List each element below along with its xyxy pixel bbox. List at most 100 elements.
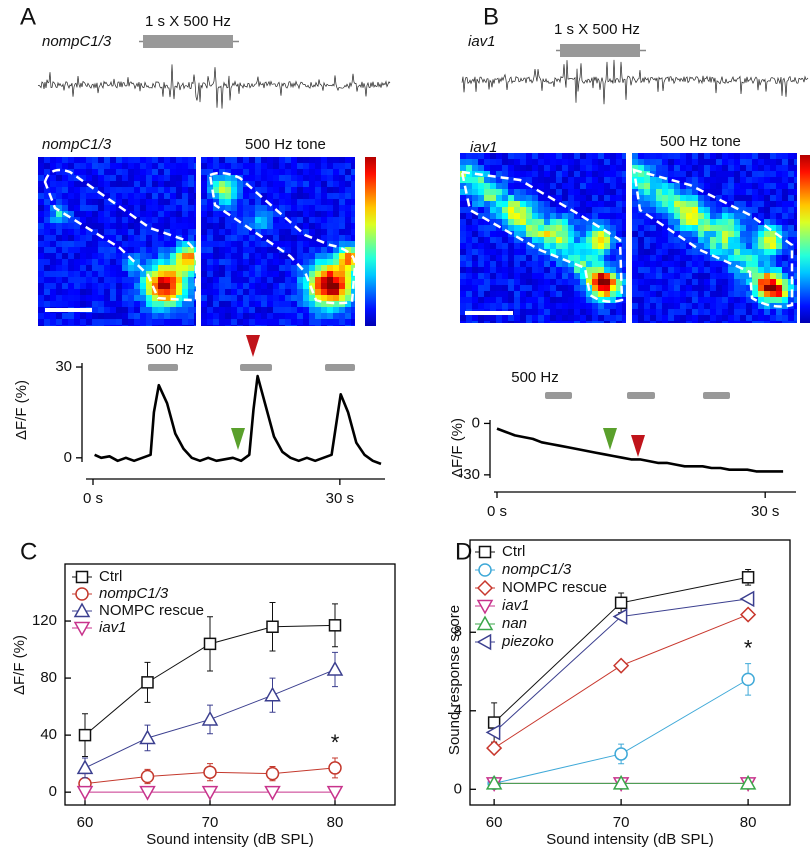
heatmap-pixel xyxy=(764,309,770,315)
stimulus-label: 1 s X 500 Hz xyxy=(145,13,231,30)
heatmap-pixel xyxy=(291,205,297,211)
heatmap-pixel xyxy=(662,213,668,219)
heatmap-pixel xyxy=(466,297,472,303)
heatmap-pixel xyxy=(538,297,544,303)
heatmap-pixel xyxy=(315,307,321,313)
heatmap-pixel xyxy=(586,273,592,279)
heatmap-pixel xyxy=(345,217,351,223)
heatmap-pixel xyxy=(315,259,321,265)
legend-marker xyxy=(476,579,494,597)
heatmap-pixel xyxy=(514,159,520,165)
heatmap-pixel xyxy=(616,231,622,237)
heatmap-pixel xyxy=(562,255,568,261)
heatmap-pixel xyxy=(460,165,466,171)
heatmap-pixel xyxy=(686,291,692,297)
heatmap-pixel xyxy=(674,225,680,231)
data-point xyxy=(76,785,94,801)
heatmap-pixel xyxy=(544,279,550,285)
heatmap-pixel xyxy=(710,231,716,237)
heatmap-pixel xyxy=(339,289,345,295)
heatmap-pixel xyxy=(243,271,249,277)
heatmap-pixel xyxy=(261,199,267,205)
heatmap-pixel xyxy=(526,315,532,321)
heatmap-pixel xyxy=(207,181,213,187)
heatmap-pixel xyxy=(764,207,770,213)
heatmap-pixel xyxy=(562,285,568,291)
heatmap-pixel xyxy=(656,183,662,189)
heatmap-pixel xyxy=(740,231,746,237)
heatmap-pixel xyxy=(484,261,490,267)
heatmap-pixel xyxy=(662,303,668,309)
heatmap-pixel xyxy=(604,189,610,195)
heatmap-pixel xyxy=(213,307,219,313)
heatmap-pixel xyxy=(80,229,86,235)
heatmap-pixel xyxy=(285,223,291,229)
heatmap-pixel xyxy=(662,195,668,201)
heatmap-pixel xyxy=(656,249,662,255)
stimulus-bar xyxy=(240,364,272,371)
heatmap-pixel xyxy=(758,153,764,159)
heatmap-pixel xyxy=(520,189,526,195)
heatmap-pixel xyxy=(291,313,297,319)
heatmap-pixel xyxy=(201,217,207,223)
heatmap-pixel xyxy=(116,253,122,259)
heatmap-pixel xyxy=(502,321,508,323)
heatmap-pixel xyxy=(339,205,345,211)
heatmap-pixel xyxy=(158,199,164,205)
heatmap-pixel xyxy=(327,313,333,319)
heatmap-pixel xyxy=(225,259,231,265)
heatmap-pixel xyxy=(285,289,291,295)
heatmap-pixel xyxy=(146,169,152,175)
heatmap-pixel xyxy=(586,195,592,201)
heatmap-pixel xyxy=(345,187,351,193)
heatmap-pixel xyxy=(532,267,538,273)
heatmap-pixel xyxy=(692,261,698,267)
heatmap-pixel xyxy=(321,169,327,175)
heatmap-pixel xyxy=(466,153,472,159)
heatmap-pixel xyxy=(68,181,74,187)
heatmap-pixel xyxy=(80,217,86,223)
heatmap-pixel xyxy=(38,313,44,319)
heatmap-pixel xyxy=(110,223,116,229)
heatmap-pixel xyxy=(279,199,285,205)
heatmap-pixel xyxy=(182,193,188,199)
heatmap-pixel xyxy=(333,157,339,163)
heatmap-pixel xyxy=(472,291,478,297)
heatmap-pixel xyxy=(692,309,698,315)
heatmap-pixel xyxy=(538,321,544,323)
heatmap-pixel xyxy=(472,261,478,267)
heatmap-pixel xyxy=(213,301,219,307)
heatmap-pixel xyxy=(44,163,50,169)
heatmap-pixel xyxy=(644,153,650,159)
heatmap-pixel xyxy=(279,241,285,247)
heatmap-pixel xyxy=(243,265,249,271)
heatmap-pixel xyxy=(140,253,146,259)
heatmap-pixel xyxy=(273,199,279,205)
heatmap-pixel xyxy=(610,183,616,189)
heatmap-pixel xyxy=(333,325,339,326)
heatmap-pixel xyxy=(201,325,207,326)
heatmap-pixel xyxy=(746,153,752,159)
heatmap-pixel xyxy=(351,325,355,326)
heatmap-pixel xyxy=(122,217,128,223)
heatmap-pixel xyxy=(267,235,273,241)
heatmap-pixel xyxy=(526,309,532,315)
heatmap-pixel xyxy=(110,301,116,307)
heatmap-pixel xyxy=(194,223,196,229)
heatmap-pixel xyxy=(134,187,140,193)
heatmap-pixel xyxy=(134,319,140,325)
heatmap-pixel xyxy=(231,241,237,247)
heatmap-pixel xyxy=(502,183,508,189)
heatmap-pixel xyxy=(122,235,128,241)
heatmap-pixel xyxy=(116,325,122,326)
heatmap-pixel xyxy=(704,255,710,261)
heatmap-pixel xyxy=(604,273,610,279)
heatmap-pixel xyxy=(562,171,568,177)
heatmap-pixel xyxy=(104,181,110,187)
heatmap-pixel xyxy=(345,169,351,175)
data-point xyxy=(612,774,630,790)
heatmap-pixel xyxy=(586,225,592,231)
heatmap-pixel xyxy=(158,163,164,169)
x-tick-label: 0 s xyxy=(83,490,103,507)
heatmap-pixel xyxy=(38,253,44,259)
